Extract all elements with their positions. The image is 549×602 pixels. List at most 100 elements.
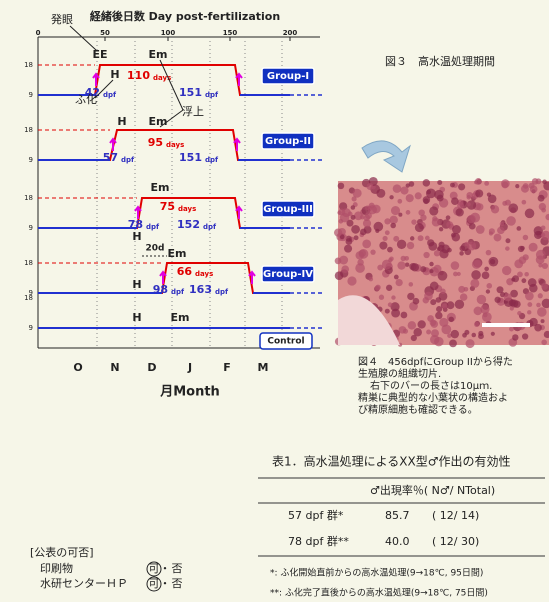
cell	[333, 228, 343, 237]
cell	[381, 259, 392, 270]
cell	[541, 298, 549, 309]
cell	[538, 263, 543, 268]
cell	[525, 291, 534, 301]
cell	[393, 235, 400, 242]
cell	[414, 223, 424, 233]
cell	[512, 275, 520, 283]
cell	[350, 205, 356, 210]
cell	[485, 249, 492, 256]
cell	[446, 301, 455, 310]
label: days	[166, 141, 184, 149]
cell	[346, 219, 354, 227]
cell	[389, 215, 398, 225]
cell	[404, 262, 410, 267]
cell	[512, 334, 519, 341]
cell	[458, 285, 466, 293]
cell	[426, 329, 432, 335]
label: Em	[168, 247, 187, 260]
cell	[480, 304, 490, 314]
cell	[506, 216, 516, 226]
cell	[509, 306, 514, 311]
cell	[451, 197, 459, 206]
cell	[431, 329, 439, 338]
label: ・	[160, 562, 171, 575]
cell	[367, 205, 377, 215]
cell	[352, 188, 362, 198]
cell	[488, 228, 495, 235]
label: 図４ 456dpfにGroup IIから得た	[358, 356, 513, 368]
cell	[430, 299, 437, 306]
label: 浮上	[182, 105, 204, 118]
cell	[448, 316, 454, 323]
label: **: ふ化完了直後からの高水温処理(9→18℃, 75日間)	[270, 587, 488, 599]
label: H	[117, 115, 126, 128]
cell	[410, 263, 420, 272]
cell	[345, 235, 352, 242]
cell	[414, 192, 422, 200]
cell	[529, 185, 538, 194]
cell	[423, 251, 430, 259]
label: dpf	[103, 91, 117, 99]
label: 0	[36, 29, 41, 37]
label: 可	[149, 577, 160, 590]
label: ( 12/ 30)	[432, 535, 479, 548]
cell	[339, 255, 349, 265]
label: 否	[172, 562, 183, 575]
label: 発眼	[51, 12, 73, 26]
label: H	[132, 278, 141, 291]
cell	[429, 206, 439, 216]
label: J	[187, 361, 192, 374]
cell	[501, 179, 510, 188]
label: Em	[151, 181, 170, 194]
cell	[440, 288, 446, 295]
cell	[459, 293, 468, 301]
cell	[467, 214, 476, 224]
cell	[433, 264, 442, 273]
fig3-title: 経緒後日数 Day post-fertilization	[90, 9, 280, 23]
label: EE	[92, 48, 107, 61]
cell	[504, 199, 511, 206]
cell	[420, 214, 427, 221]
yes-circle	[146, 576, 162, 592]
cell	[517, 271, 523, 278]
cell	[400, 311, 408, 319]
cell	[351, 224, 360, 234]
label: 163	[189, 283, 212, 296]
cell	[456, 271, 461, 276]
label: [公表の可否]	[30, 545, 94, 559]
cell	[391, 295, 396, 300]
cell	[417, 320, 426, 329]
scale-bar	[482, 323, 530, 327]
cell	[487, 194, 497, 204]
cell	[486, 192, 492, 197]
cell	[392, 184, 402, 193]
cell	[490, 331, 495, 336]
label: 可	[149, 562, 160, 575]
cell	[390, 206, 401, 216]
cell	[363, 225, 372, 234]
cell	[459, 251, 464, 256]
cell	[543, 181, 549, 191]
cell	[527, 302, 533, 307]
cell	[405, 194, 414, 203]
cell	[429, 281, 439, 291]
cell	[445, 215, 451, 220]
cell	[441, 303, 448, 309]
cell	[373, 221, 384, 232]
cell	[537, 194, 545, 202]
cell	[535, 255, 545, 265]
cell	[488, 256, 499, 267]
label: H	[132, 230, 141, 243]
cell	[390, 222, 396, 229]
cell	[497, 226, 505, 235]
label: 110	[127, 69, 150, 82]
label: 18	[24, 61, 33, 69]
cell	[522, 234, 529, 241]
label: dpf	[121, 156, 135, 164]
label: dpf	[215, 288, 229, 296]
group-name: Group-IV	[263, 269, 313, 280]
cell	[484, 266, 489, 272]
leader	[94, 79, 114, 99]
cell	[473, 306, 483, 316]
